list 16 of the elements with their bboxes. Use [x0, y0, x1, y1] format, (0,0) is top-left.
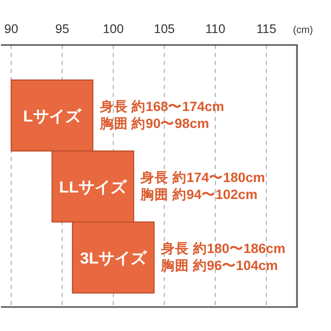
x-tick-label: 105 [154, 22, 175, 36]
x-tick-label: 110 [205, 22, 226, 36]
category-label: LLサイズ [59, 180, 127, 196]
x-tick-label: 115 [256, 22, 276, 36]
category-label: 3Lサイズ [80, 250, 147, 268]
annotation: 胸囲 約96〜104cm [161, 258, 278, 273]
annotation: 胸囲 約90〜98cm [100, 116, 210, 131]
annotation: 胸囲 約94〜102cm [140, 187, 258, 202]
x-axis-title: (cm) [293, 25, 313, 36]
annotation: 身長 約168〜174cm [100, 99, 224, 114]
x-tick-label: 100 [102, 22, 124, 36]
annotation: 身長 約180〜186cm [161, 241, 286, 256]
category-label: Lサイズ [23, 108, 81, 126]
x-tick-label: 95 [55, 22, 70, 36]
x-tick-label: 90 [4, 22, 18, 36]
annotation: 身長 約174〜180cm [140, 170, 265, 185]
